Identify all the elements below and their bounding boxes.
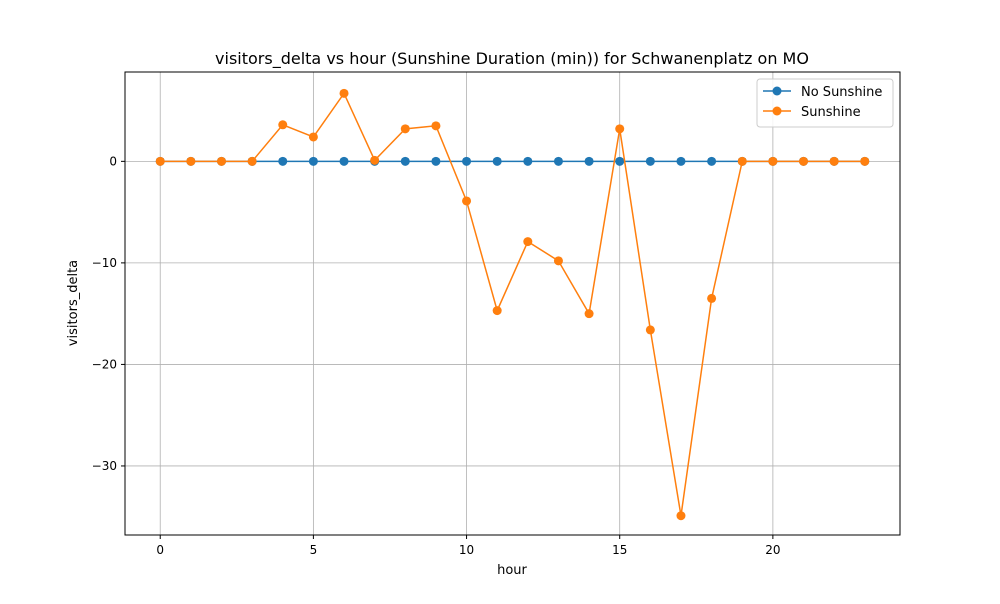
series-layer <box>155 88 870 521</box>
data-point-sunshine <box>186 156 196 166</box>
chart-title: visitors_delta vs hour (Sunshine Duratio… <box>215 49 809 69</box>
series-sunshine <box>155 88 870 521</box>
data-point-sunshine <box>431 121 441 131</box>
data-point-no-sunshine <box>400 156 410 166</box>
series-line-sunshine <box>160 91 865 516</box>
data-point-sunshine <box>216 156 226 166</box>
data-point-no-sunshine <box>553 156 563 166</box>
data-point-sunshine <box>737 156 747 166</box>
data-point-sunshine <box>278 120 288 130</box>
y-tick-label: −10 <box>92 256 117 270</box>
data-point-no-sunshine <box>707 156 717 166</box>
data-point-no-sunshine <box>523 156 533 166</box>
data-point-no-sunshine <box>431 156 441 166</box>
y-tick-label: −20 <box>92 357 117 371</box>
legend-marker-sunshine <box>772 106 782 116</box>
data-point-sunshine <box>645 325 655 335</box>
y-tick-label: 0 <box>109 154 117 168</box>
legend-label-sunshine: Sunshine <box>801 105 861 120</box>
data-point-sunshine <box>492 306 502 316</box>
data-point-sunshine <box>768 156 778 166</box>
data-point-sunshine <box>462 196 472 206</box>
data-point-sunshine <box>829 156 839 166</box>
data-point-sunshine <box>523 237 533 247</box>
data-point-sunshine <box>615 124 625 134</box>
data-point-sunshine <box>247 156 257 166</box>
data-point-sunshine <box>676 511 686 521</box>
data-point-no-sunshine <box>676 156 686 166</box>
data-point-sunshine <box>308 132 318 142</box>
x-axis-label: hour <box>497 563 527 578</box>
x-tick-label: 0 <box>156 543 164 557</box>
data-point-sunshine <box>339 88 349 98</box>
data-point-sunshine <box>860 156 870 166</box>
x-tick-label: 15 <box>612 543 627 557</box>
legend-item-sunshine: Sunshine <box>763 105 861 120</box>
data-point-sunshine <box>584 309 594 319</box>
plot-frame <box>124 71 901 536</box>
data-point-no-sunshine <box>492 156 502 166</box>
legend-item-no-sunshine: No Sunshine <box>763 85 882 100</box>
legend-marker-no-sunshine <box>772 86 782 96</box>
y-tick-label: −30 <box>92 459 117 473</box>
y-axis-label: visitors_delta <box>66 260 81 346</box>
data-point-no-sunshine <box>615 156 625 166</box>
x-tick-label: 10 <box>459 543 474 557</box>
x-tick-label: 20 <box>765 543 780 557</box>
data-point-no-sunshine <box>584 156 594 166</box>
data-point-sunshine <box>707 293 717 303</box>
legend-label-no-sunshine: No Sunshine <box>801 85 882 100</box>
data-point-sunshine <box>370 155 380 165</box>
data-point-no-sunshine <box>278 156 288 166</box>
data-point-no-sunshine <box>645 156 655 166</box>
data-point-sunshine <box>553 256 563 266</box>
legend: No Sunshine Sunshine <box>756 78 894 128</box>
data-point-sunshine <box>155 156 165 166</box>
x-tick-label: 5 <box>310 543 318 557</box>
ticks: 0 5 10 15 20 0 −10 −20 −30 <box>92 154 781 557</box>
data-point-no-sunshine <box>462 156 472 166</box>
data-point-no-sunshine <box>339 156 349 166</box>
data-point-no-sunshine <box>308 156 318 166</box>
grid <box>125 72 900 535</box>
data-point-sunshine <box>400 124 410 134</box>
data-point-sunshine <box>799 156 809 166</box>
